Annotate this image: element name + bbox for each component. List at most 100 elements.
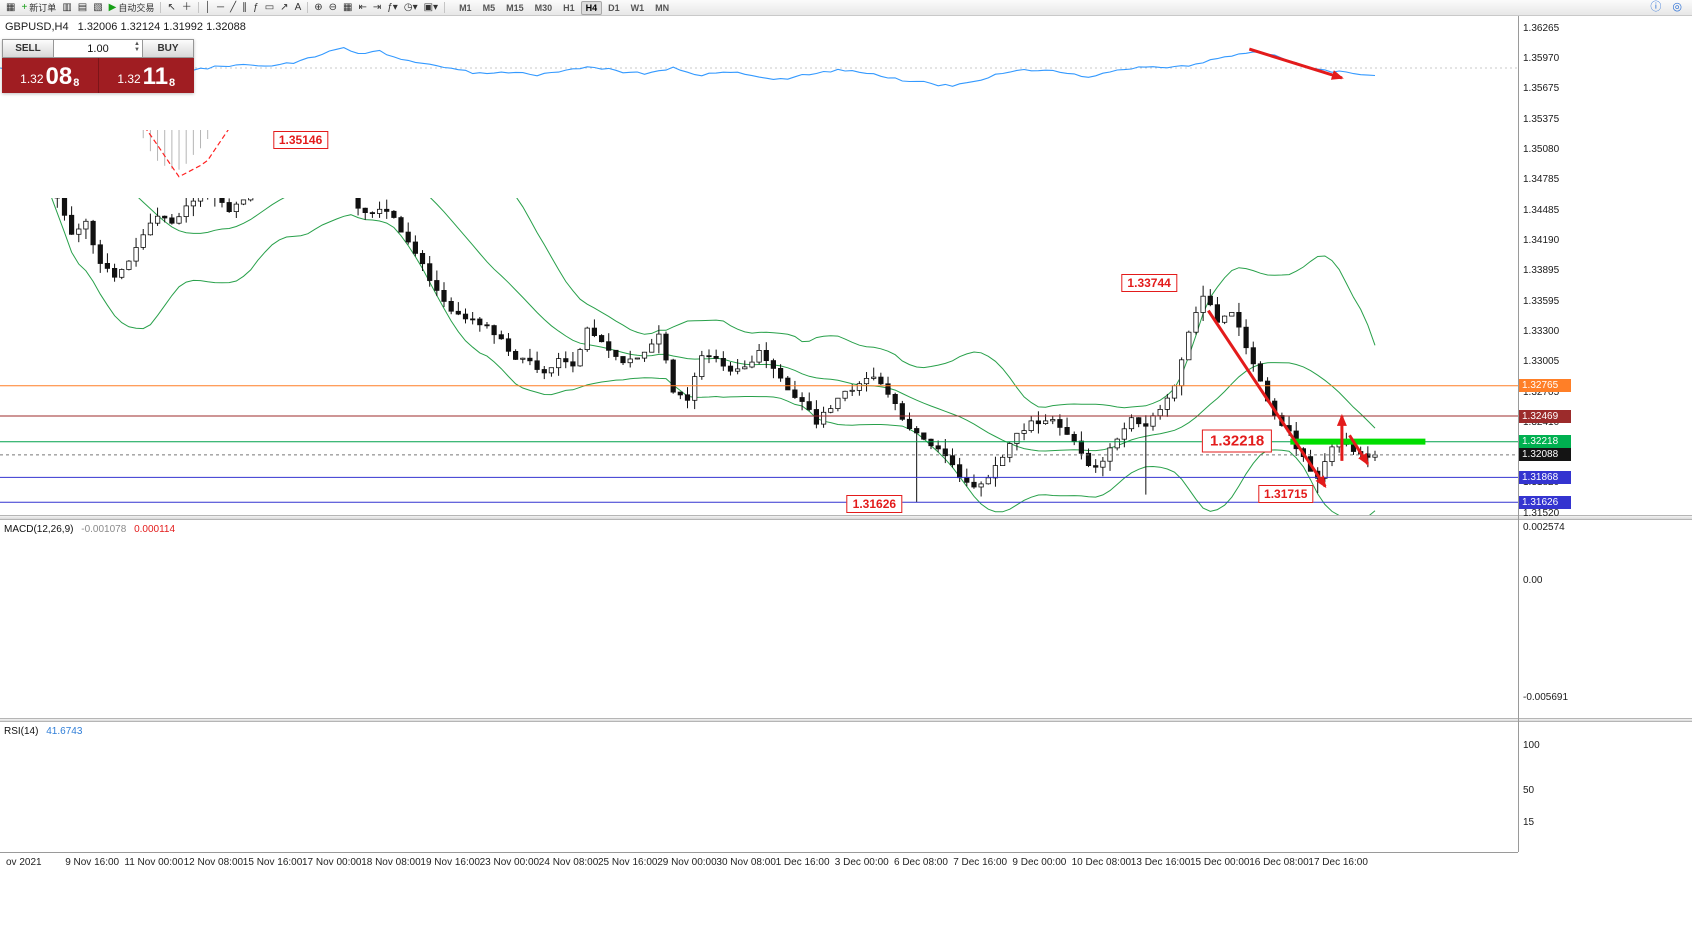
tile-windows-button[interactable]: ▦	[340, 1, 355, 15]
autotrading-button[interactable]: ▶ 自动交易	[106, 1, 158, 15]
timeframe-m1[interactable]: M1	[459, 2, 472, 13]
zoom-out-button[interactable]: ⊖	[326, 1, 340, 15]
notifications-icon[interactable]: ⓘ	[1650, 1, 1662, 13]
cursor-button[interactable]: ↖	[164, 1, 178, 15]
price-axis-label: 1.34785	[1523, 174, 1560, 186]
data-window-icon: ▤	[77, 1, 88, 13]
red-arrow-3[interactable]	[1348, 434, 1369, 466]
timeframe-mn[interactable]: MN	[655, 2, 670, 13]
time-axis-label: 3 Dec 00:00	[834, 857, 889, 868]
rsi-value: 41.6743	[46, 726, 83, 737]
chart-shift-icon: ⇥	[372, 1, 382, 13]
vertical-line-icon: │	[204, 1, 212, 13]
panel-splitter-rsi[interactable]	[0, 718, 1692, 722]
price-axis-label: 1.34485	[1523, 204, 1560, 216]
horizontal-line-button[interactable]: ─	[214, 1, 227, 15]
text-tool-icon: A	[294, 1, 302, 13]
periods-button[interactable]: ◷▾	[401, 1, 421, 15]
navigator-button[interactable]: ▧	[90, 1, 105, 15]
volume-field[interactable]: 1.00 ▲ ▼	[54, 39, 142, 58]
zoom-in-button[interactable]: ⊕	[311, 1, 325, 15]
price-tag-1.32218: 1.32218	[1519, 435, 1571, 449]
buy-price-point: 8	[169, 77, 176, 89]
sell-price-base: 1.32	[20, 71, 44, 86]
trendline-icon: ╱	[230, 1, 237, 13]
timeframe-m15[interactable]: M15	[506, 2, 524, 13]
trendline-button[interactable]: ╱	[227, 1, 239, 15]
time-axis-label: 1 Dec 16:00	[775, 857, 830, 868]
sell-price-pips: 08	[45, 63, 73, 90]
macd-value: -0.001078	[81, 524, 127, 535]
price-axis-label: 1.35080	[1523, 144, 1560, 156]
new-chart-button[interactable]: ▦	[3, 1, 18, 15]
chart-shift-button[interactable]: ⇥	[370, 1, 384, 15]
price-tag-1.31868: 1.31868	[1519, 470, 1571, 484]
price-axis-label: 1.31520	[1523, 508, 1560, 519]
crosshair-button[interactable]: ＋	[179, 1, 195, 15]
volume-down-icon[interactable]: ▼	[134, 47, 140, 53]
chart-header: GBPUSD,H4 1.32006 1.32124 1.31992 1.3208…	[5, 21, 252, 33]
price-axis-label: 1.33895	[1523, 265, 1560, 277]
zoom-in-icon: ⊕	[314, 1, 323, 13]
autotrading-icon: ▶	[108, 1, 117, 13]
time-axis-label: 12 Nov 08:00	[183, 857, 244, 868]
buy-price-button[interactable]: 1.32 11 8	[98, 58, 194, 93]
timeframe-w1[interactable]: W1	[630, 2, 645, 13]
timeframe-h1[interactable]: H1	[563, 2, 575, 13]
toolbar-right: ⓘ ◎	[1647, 1, 1689, 15]
timeframe-h4[interactable]: H4	[580, 0, 603, 15]
macd-axis-label: 0.002574	[1523, 522, 1565, 534]
volume-up-icon[interactable]: ▲	[134, 41, 140, 47]
price-axis[interactable]: 1.36265 1.35970 1.35675 1.35375 1.35080 1.347…	[1519, 0, 1691, 872]
rsi-panel[interactable]	[0, 0, 1518, 130]
toolbar-separator	[160, 2, 162, 13]
templates-button[interactable]: ▣▾	[421, 1, 441, 15]
sell-button[interactable]: SELL	[2, 39, 54, 58]
buy-button[interactable]: BUY	[142, 39, 194, 58]
time-axis[interactable]: ov 2021 9 Nov 16:00 11 Nov 00:00 12 Nov 08:…	[0, 852, 1518, 872]
market-watch-button[interactable]: ▥	[59, 1, 74, 15]
price-axis-label: 1.33300	[1523, 326, 1560, 338]
time-axis-label: 30 Nov 08:00	[716, 857, 776, 868]
timeframe-m5[interactable]: M5	[482, 2, 496, 13]
volume-steppers[interactable]: ▲ ▼	[134, 41, 140, 53]
sell-price-button[interactable]: 1.32 08 8	[2, 58, 99, 93]
time-axis-label: 6 Dec 08:00	[894, 857, 948, 868]
data-window-button[interactable]: ▤	[75, 1, 90, 15]
price-axis-label: 1.36265	[1523, 23, 1560, 34]
text-tool-button[interactable]: A	[292, 1, 305, 15]
arrow-tool-icon: ↗	[280, 1, 289, 13]
time-axis-label: 15 Nov 16:00	[242, 857, 303, 868]
time-axis-label: 7 Dec 16:00	[953, 857, 1008, 868]
cursor-icon: ↖	[167, 1, 176, 13]
auto-scroll-button[interactable]: ⇤	[355, 1, 369, 15]
time-axis-label: 9 Dec 00:00	[1012, 857, 1067, 868]
search-icon[interactable]: ◎	[1672, 1, 1682, 13]
indicators-button[interactable]: ƒ▾	[384, 1, 401, 15]
rsi-red-arrow[interactable]	[1248, 47, 1344, 80]
red-arrow-1[interactable]	[1207, 309, 1327, 489]
crosshair-icon: ＋	[181, 1, 192, 13]
autotrading-label: 自动交易	[118, 3, 155, 13]
equidistant-channel-button[interactable]: ∥	[239, 1, 250, 15]
time-axis-label: 13 Dec 16:00	[1130, 857, 1191, 868]
shapes-button[interactable]: ▭	[262, 1, 277, 15]
time-axis-label: 17 Nov 00:00	[302, 857, 362, 868]
price-axis-label: 1.33005	[1523, 356, 1560, 368]
panel-splitter-macd[interactable]	[0, 515, 1692, 520]
macd-name: MACD(12,26,9)	[4, 524, 74, 535]
volume-value: 1.00	[87, 42, 109, 55]
fibonacci-button[interactable]: ƒ	[250, 1, 262, 15]
timeframe-d1[interactable]: D1	[608, 2, 620, 13]
new-order-button[interactable]: + 新订单	[18, 1, 59, 15]
main-toolbar: ▦ + 新订单 ▥ ▤ ▧ ▶ 自动交易 ↖ ＋ │ ─ ╱ ∥ ƒ ▭ ↗ A ⊕ ⊖ ▦ ⇤ ⇥ ƒ▾ ◷▾ ▣▾ M1 M5 M1…	[0, 0, 1692, 16]
arrow-tool-button[interactable]: ↗	[277, 1, 291, 15]
toolbar-separator	[307, 2, 309, 13]
rsi-name: RSI(14)	[4, 726, 39, 737]
timeframe-m30[interactable]: M30	[534, 2, 553, 13]
timeframe-group: M1 M5 M15 M30 H1 H4 D1 W1 MN	[454, 0, 674, 15]
one-click-trading-panel: SELL 1.00 ▲ ▼ BUY 1.32 08 8 1.32 11 8	[2, 39, 194, 93]
price-axis-divider	[1518, 16, 1519, 852]
vertical-line-button[interactable]: │	[202, 1, 214, 15]
